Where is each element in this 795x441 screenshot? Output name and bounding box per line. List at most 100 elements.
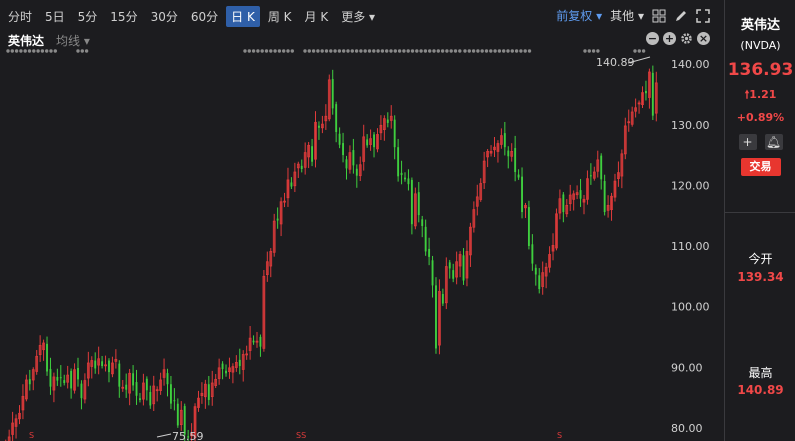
candle-body[interactable]	[173, 400, 176, 402]
candle-body[interactable]	[190, 432, 193, 437]
period-tab-active[interactable]: 日 K	[226, 5, 260, 27]
candle-body[interactable]	[132, 373, 135, 386]
candle-body[interactable]	[152, 385, 156, 405]
candle-body[interactable]	[458, 254, 462, 267]
candle-body[interactable]	[531, 244, 534, 264]
candle-body[interactable]	[214, 378, 218, 386]
candle-body[interactable]	[52, 376, 56, 391]
candle-body[interactable]	[568, 194, 572, 205]
candle-body[interactable]	[145, 378, 148, 391]
candle-body[interactable]	[645, 90, 647, 94]
candle-body[interactable]	[77, 367, 79, 380]
add-watchlist-icon[interactable]: +	[738, 134, 757, 150]
candle-body[interactable]	[11, 422, 14, 435]
candle-body[interactable]	[262, 275, 266, 349]
candle-body[interactable]	[234, 361, 238, 368]
candle-body[interactable]	[654, 82, 658, 114]
candle-body[interactable]	[166, 373, 169, 385]
candle-body[interactable]	[462, 255, 465, 281]
candle-body[interactable]	[197, 397, 200, 408]
candle-body[interactable]	[128, 372, 131, 394]
candle-body[interactable]	[25, 379, 28, 400]
expand-icon[interactable]	[696, 8, 710, 23]
candle-body[interactable]	[369, 138, 372, 145]
candle-body[interactable]	[524, 204, 527, 209]
candle-body[interactable]	[179, 409, 183, 426]
candlestick-chart[interactable]: 140.00 130.00 120.00 110.00 100.00 90.00 80.00…	[0, 0, 718, 441]
candle-body[interactable]	[555, 213, 558, 249]
candle-body[interactable]	[139, 398, 141, 400]
candle-body[interactable]	[204, 383, 207, 398]
candle-body[interactable]	[80, 383, 83, 399]
candle-body[interactable]	[548, 254, 551, 268]
candle-body[interactable]	[83, 380, 87, 400]
candle-body[interactable]	[565, 204, 569, 215]
candle-body[interactable]	[272, 220, 276, 253]
candle-body[interactable]	[296, 163, 300, 169]
candle-body[interactable]	[21, 395, 25, 411]
candle-body[interactable]	[14, 418, 18, 427]
candle-body[interactable]	[342, 143, 344, 156]
candle-body[interactable]	[7, 436, 11, 441]
candle-body[interactable]	[510, 151, 514, 157]
candle-body[interactable]	[362, 136, 366, 162]
candle-body[interactable]	[489, 151, 493, 154]
candle-body[interactable]	[582, 198, 586, 203]
candle-body[interactable]	[393, 119, 396, 148]
zoom-out-icon[interactable]: −	[646, 32, 659, 45]
candle-body[interactable]	[49, 368, 52, 387]
candle-body[interactable]	[620, 153, 624, 177]
other-dropdown[interactable]: 其他 ▾	[610, 9, 644, 23]
candle-body[interactable]	[386, 119, 389, 123]
candle-body[interactable]	[108, 360, 110, 373]
candle-body[interactable]	[448, 262, 451, 269]
candle-body[interactable]	[438, 291, 441, 346]
candle-body[interactable]	[101, 361, 104, 367]
candle-body[interactable]	[407, 178, 410, 185]
candle-body[interactable]	[444, 266, 448, 304]
chart-area[interactable]: 分时 5日 5分 15分 30分 60分 日 K 周 K 月 K 更多 ▾ 前复…	[0, 0, 718, 441]
candle-body[interactable]	[118, 363, 121, 387]
candle-body[interactable]	[592, 171, 596, 179]
period-tab[interactable]: 周 K	[267, 9, 292, 24]
grid-icon[interactable]	[652, 9, 666, 23]
period-tab[interactable]: 15分	[110, 9, 138, 24]
candle-body[interactable]	[541, 272, 545, 287]
more-menu[interactable]: 更多 ▾	[341, 9, 376, 24]
candle-body[interactable]	[238, 359, 241, 367]
candle-body[interactable]	[331, 79, 334, 109]
candle-body[interactable]	[558, 198, 562, 214]
candle-body[interactable]	[217, 367, 221, 379]
candle-body[interactable]	[155, 389, 159, 392]
candle-body[interactable]	[627, 121, 631, 124]
candle-body[interactable]	[63, 380, 66, 384]
candle-body[interactable]	[311, 146, 314, 162]
candle-body[interactable]	[318, 125, 320, 128]
candle-body[interactable]	[255, 340, 259, 343]
candle-body[interactable]	[373, 134, 375, 148]
candle-body[interactable]	[321, 123, 324, 129]
candle-body[interactable]	[70, 370, 73, 389]
candle-body[interactable]	[94, 360, 97, 369]
candle-body[interactable]	[293, 171, 297, 187]
candle-body[interactable]	[596, 159, 600, 172]
period-tab[interactable]: 月 K	[304, 9, 329, 24]
candle-body[interactable]	[586, 178, 589, 200]
candle-body[interactable]	[503, 133, 506, 148]
candle-body[interactable]	[376, 134, 379, 150]
zoom-in-icon[interactable]: +	[663, 32, 676, 45]
candle-body[interactable]	[366, 139, 369, 146]
candle-body[interactable]	[397, 147, 400, 177]
draw-pen-icon[interactable]	[674, 9, 688, 23]
period-tab[interactable]: 5分	[77, 9, 98, 24]
candle-body[interactable]	[193, 406, 197, 438]
candle-body[interactable]	[303, 152, 307, 168]
candle-body[interactable]	[428, 248, 431, 257]
period-tab[interactable]: 30分	[150, 9, 178, 24]
candle-body[interactable]	[606, 204, 610, 211]
ma-dropdown[interactable]: 均线 ▾	[56, 33, 90, 48]
candle-body[interactable]	[121, 386, 125, 389]
candle-body[interactable]	[486, 151, 489, 158]
close-icon[interactable]: ×	[697, 32, 710, 45]
candle-body[interactable]	[500, 135, 503, 145]
